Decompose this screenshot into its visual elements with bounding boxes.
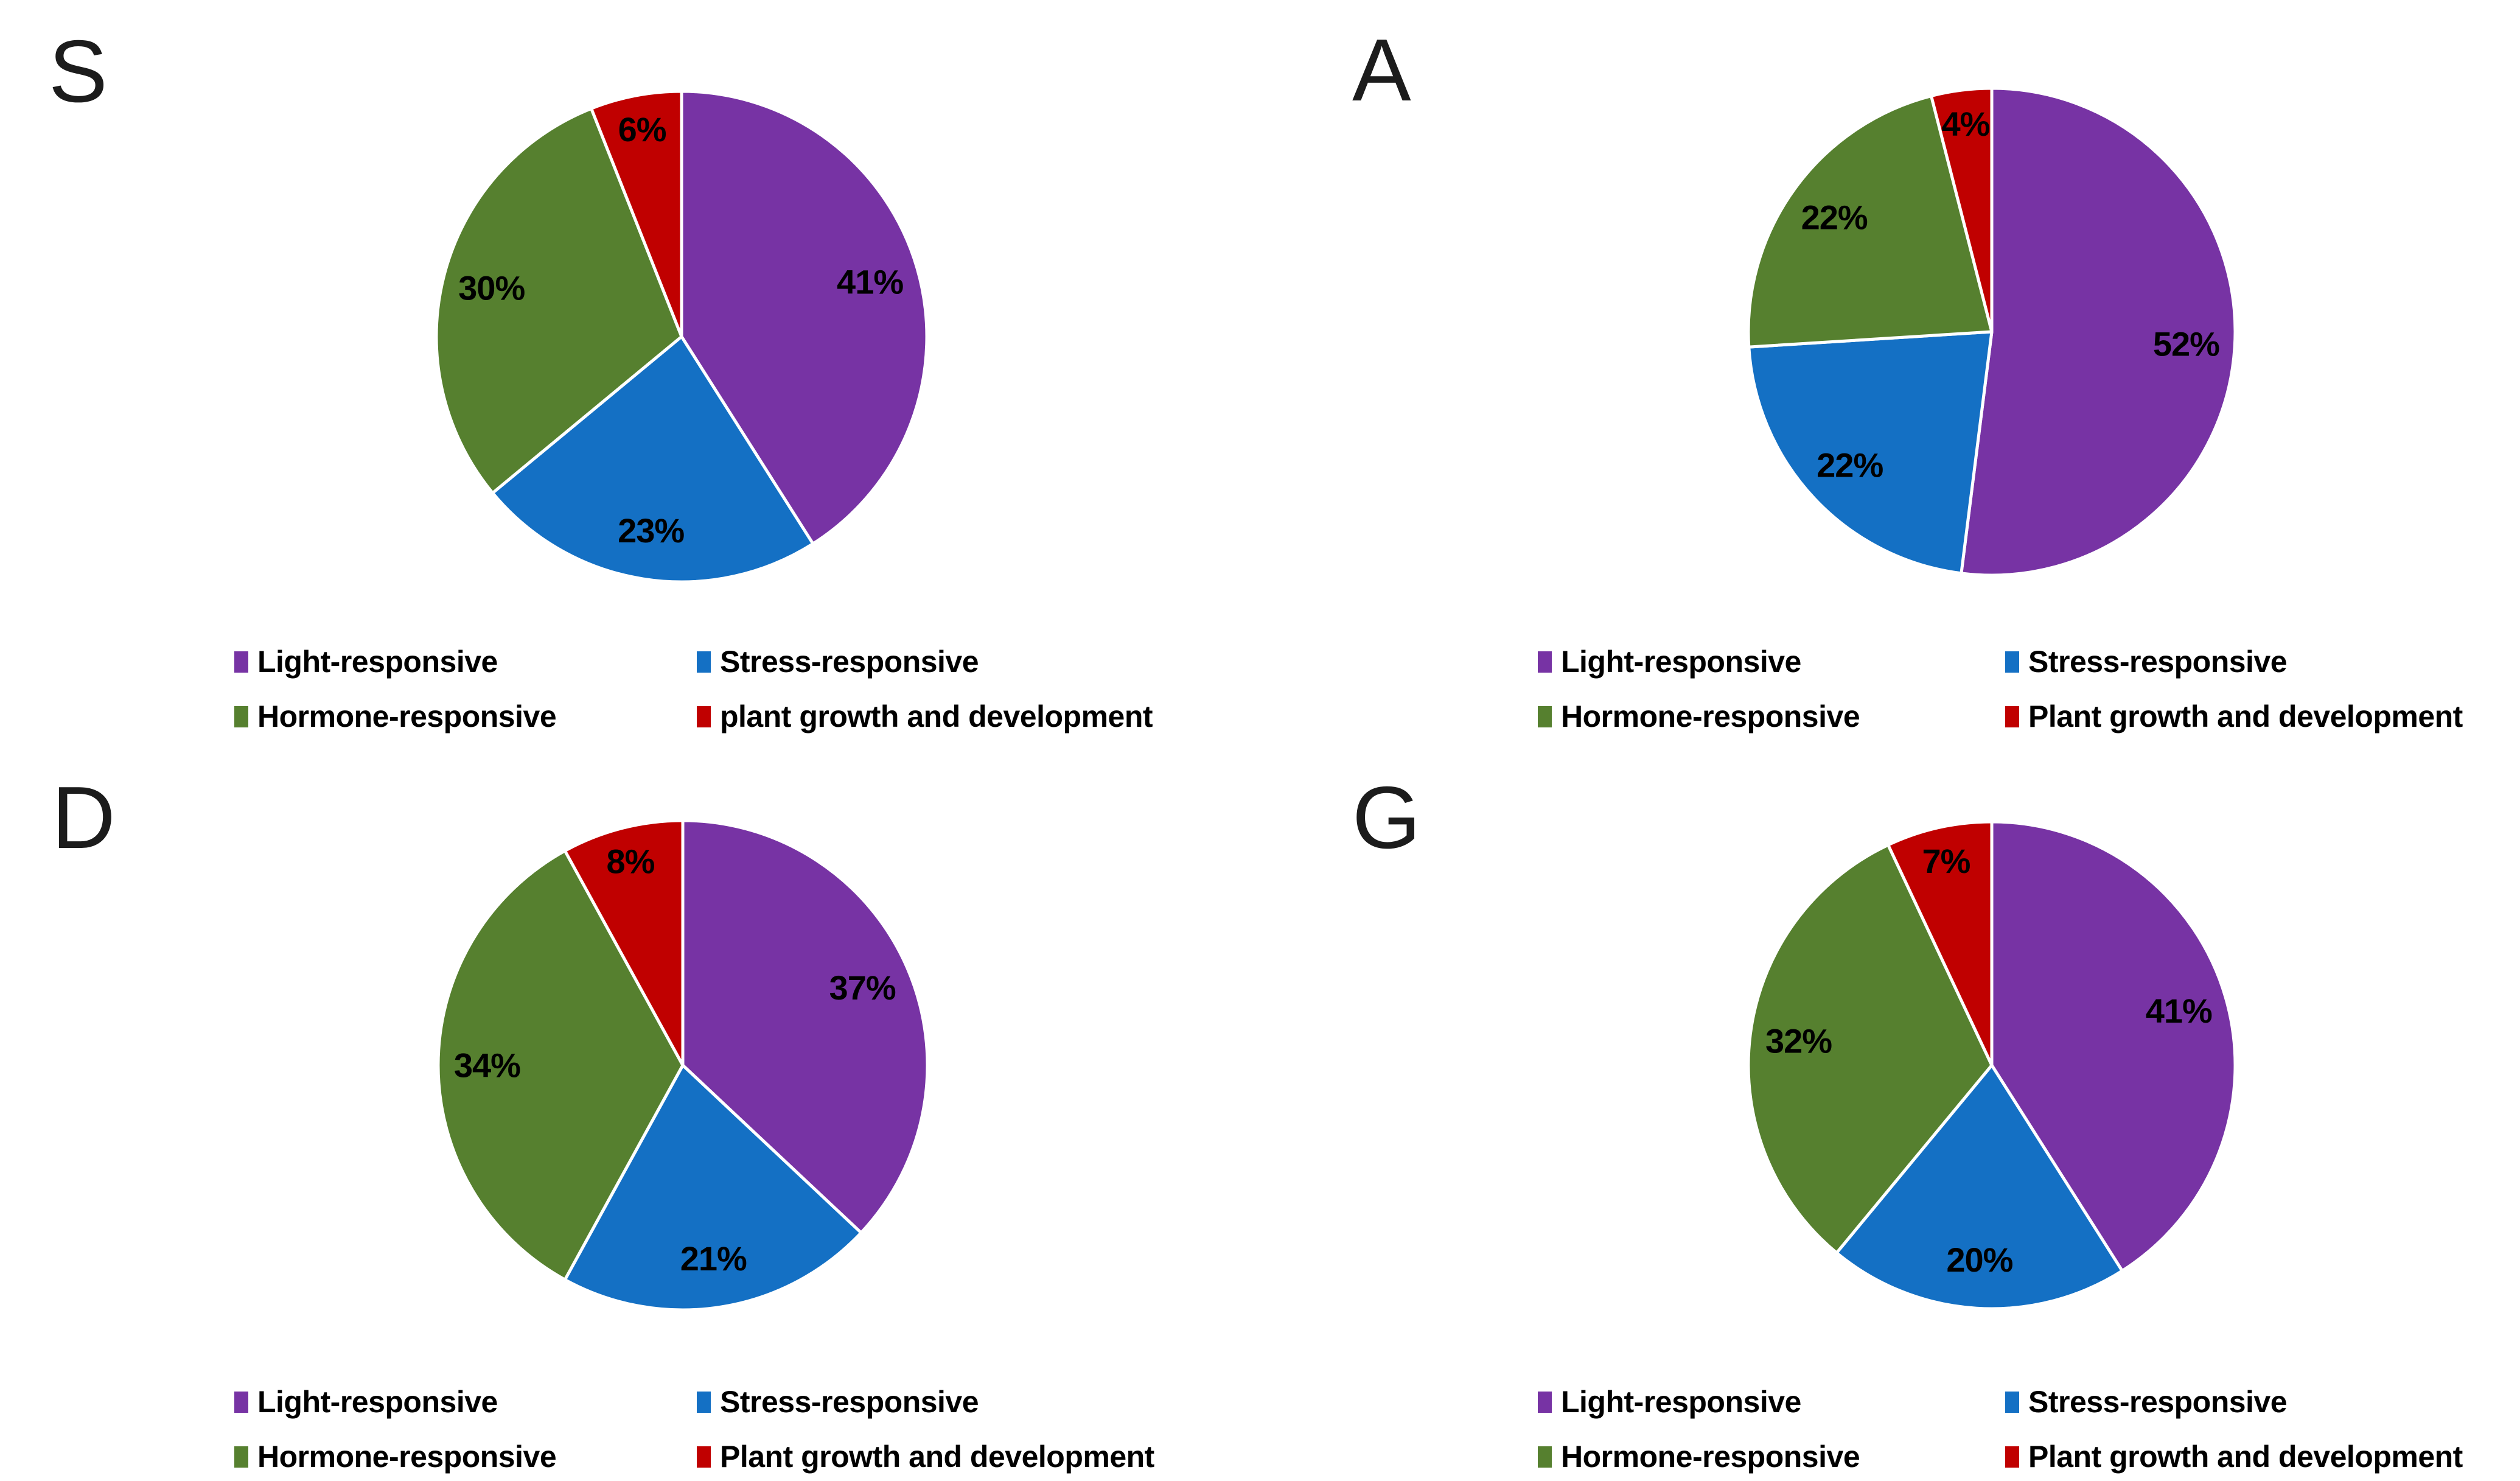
pie-chart-S: 41% 23% 30% 6% (435, 89, 929, 584)
legend-item-plant-growth-and-development-D: Plant growth and development (697, 1439, 1154, 1474)
legend-marker-hormone-responsive (234, 705, 248, 727)
legend-marker-plant-growth-and-development (697, 1446, 711, 1468)
legend-item-hormone-responsive-A: Hormone-responsive (1538, 699, 1860, 734)
legend-marker-hormone-responsive (1538, 1446, 1552, 1468)
pie-slice-hormone-responsive (436, 849, 685, 1281)
pie-percent-label-hormone-responsive: 30% (458, 268, 525, 307)
legend-label-stress-responsive: Stress-responsive (2028, 645, 2288, 679)
pie-percent-label-plant-growth-and-development: 4% (1941, 105, 1989, 143)
pie-slice-stress-responsive (563, 1063, 863, 1312)
pie-chart-A: 52% 22% 22% 4% (1747, 86, 2237, 577)
legend-marker-plant-growth-and-development (2005, 1446, 2019, 1468)
legend-label-light-responsive: Light-responsive (1561, 645, 1801, 679)
pie-slice-light-responsive (1960, 86, 2237, 577)
pie-percent-label-light-responsive: 37% (829, 968, 896, 1007)
pie-percent-label-plant-growth-and-development: 6% (618, 110, 666, 149)
legend-item-stress-responsive-D: Stress-responsive (697, 1384, 979, 1420)
legend-marker-hormone-responsive (234, 1446, 248, 1468)
pie-slice-hormone-responsive (1747, 94, 1994, 349)
pie-percent-label-stress-responsive: 23% (618, 511, 684, 550)
legend-marker-stress-responsive (697, 651, 711, 673)
pie-percent-label-stress-responsive: 22% (1817, 446, 1883, 485)
legend-item-hormone-responsive-S: Hormone-responsive (234, 699, 557, 734)
legend-marker-light-responsive (1538, 1391, 1552, 1413)
legend-marker-plant-growth-and-development (2005, 705, 2019, 727)
legend-label-light-responsive: Light-responsive (1561, 1385, 1801, 1419)
panel-letter-G: G (1352, 768, 1421, 867)
legend-label-hormone-responsive: Hormone-responsive (257, 699, 557, 733)
legend-item-stress-responsive-A: Stress-responsive (2005, 644, 2288, 679)
panel-letter-S: S (49, 22, 108, 121)
legend-label-light-responsive: Light-responsive (257, 645, 498, 679)
pie-chart-D: 37% 21% 34% 8% (436, 819, 929, 1312)
pie-percent-label-plant-growth-and-development: 8% (607, 842, 655, 881)
legend-label-plant-growth-and-development: Plant growth and development (2028, 1440, 2463, 1474)
pie-slice-light-responsive (681, 819, 929, 1234)
legend-marker-stress-responsive (2005, 651, 2019, 673)
legend-label-stress-responsive: Stress-responsive (720, 645, 979, 679)
legend-marker-plant-growth-and-development (697, 705, 711, 727)
legend-item-plant-growth-and-development-A: Plant growth and development (2005, 699, 2463, 734)
pie-percent-label-hormone-responsive: 22% (1801, 198, 1868, 236)
legend-label-plant-growth-and-development: plant growth and development (720, 699, 1153, 733)
legend-item-light-responsive-S: Light-responsive (234, 644, 498, 679)
legend-label-hormone-responsive: Hormone-responsive (1561, 699, 1860, 733)
legend-item-hormone-responsive-D: Hormone-responsive (234, 1439, 557, 1474)
pie-percent-label-hormone-responsive: 32% (1765, 1021, 1832, 1060)
legend-item-light-responsive-A: Light-responsive (1538, 644, 1801, 679)
legend-label-stress-responsive: Stress-responsive (720, 1385, 979, 1419)
pie-slice-stress-responsive (490, 335, 815, 584)
pie-slice-stress-responsive (1747, 330, 1994, 575)
pie-chart-G: 41% 20% 32% 7% (1747, 820, 2237, 1311)
pie-slice-plant-growth-and-development (590, 89, 683, 338)
legend-item-light-responsive-G: Light-responsive (1538, 1384, 1801, 1420)
legend-label-plant-growth-and-development: Plant growth and development (720, 1440, 1154, 1474)
legend-item-stress-responsive-S: Stress-responsive (697, 644, 979, 679)
legend-label-plant-growth-and-development: Plant growth and development (2028, 699, 2463, 733)
panel-letter-A: A (1352, 21, 1411, 119)
pie-slice-stress-responsive (1835, 1063, 2124, 1311)
legend-item-light-responsive-D: Light-responsive (234, 1384, 498, 1420)
pie-slice-plant-growth-and-development (563, 819, 685, 1067)
legend-item-hormone-responsive-G: Hormone-responsive (1538, 1439, 1860, 1474)
panel-letter-D: D (52, 768, 116, 867)
pie-percent-label-light-responsive: 41% (2146, 992, 2212, 1030)
legend-marker-light-responsive (1538, 651, 1552, 673)
pie-slice-hormone-responsive (1747, 843, 1994, 1255)
pie-slice-hormone-responsive (435, 107, 683, 495)
legend-label-hormone-responsive: Hormone-responsive (1561, 1440, 1860, 1474)
pie-percent-label-light-responsive: 52% (2153, 325, 2219, 363)
legend-marker-hormone-responsive (1538, 705, 1552, 727)
legend-label-stress-responsive: Stress-responsive (2028, 1385, 2288, 1419)
legend-label-hormone-responsive: Hormone-responsive (257, 1440, 557, 1474)
legend-label-light-responsive: Light-responsive (257, 1385, 498, 1419)
legend-marker-light-responsive (234, 651, 248, 673)
legend-marker-light-responsive (234, 1391, 248, 1413)
legend-marker-stress-responsive (697, 1391, 711, 1413)
pie-percent-label-hormone-responsive: 34% (454, 1046, 520, 1085)
pie-slice-plant-growth-and-development (1887, 820, 1994, 1067)
legend-marker-stress-responsive (2005, 1391, 2019, 1413)
pie-percent-label-plant-growth-and-development: 7% (1922, 842, 1970, 880)
legend-item-plant-growth-and-development-S: plant growth and development (697, 699, 1153, 734)
pie-slice-plant-growth-and-development (1930, 86, 1994, 334)
pie-percent-label-stress-responsive: 20% (1946, 1241, 2012, 1279)
pie-percent-label-stress-responsive: 21% (680, 1239, 747, 1278)
legend-item-stress-responsive-G: Stress-responsive (2005, 1384, 2288, 1420)
legend-item-plant-growth-and-development-G: Plant growth and development (2005, 1439, 2463, 1474)
pie-percent-label-light-responsive: 41% (837, 263, 903, 301)
